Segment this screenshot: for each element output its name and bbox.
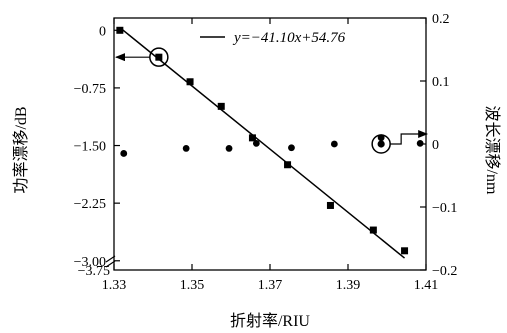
power-point <box>369 226 377 234</box>
annotation-dot <box>377 140 385 148</box>
power-point <box>155 53 163 61</box>
right-y-axis: 0.2 0.1 0 −0.1 −0.2 <box>420 12 457 279</box>
power-point <box>326 201 334 209</box>
y-right-tick-label: 0.2 <box>432 12 450 27</box>
x-tick-label: 1.37 <box>258 278 283 293</box>
wavelength-point <box>252 139 260 147</box>
x-tick-label: 1.41 <box>414 278 439 293</box>
wavelength-point <box>120 150 128 157</box>
x-tick-label: 1.39 <box>336 278 361 293</box>
wavelength-point <box>377 134 385 142</box>
y-left-break-label: −3.75 <box>78 264 110 279</box>
y-left-tick-label: −3.00 <box>74 255 106 270</box>
power-point <box>284 161 292 169</box>
left-y-axis: 0 −0.75 −1.50 −2.25 −3.00 <box>74 24 120 270</box>
annotations-layer <box>115 47 429 154</box>
x-axis-title: 折射率/RIU <box>230 312 310 330</box>
left-y-axis-title: 功率漂移/dB <box>12 106 30 193</box>
fit-line <box>119 26 406 259</box>
y-left-tick-label: 0 <box>99 24 106 39</box>
power-point <box>217 102 225 110</box>
x-axis: 1.33 1.35 1.37 1.39 1.41 <box>102 18 439 293</box>
legend: y=−41.10x+54.76 <box>200 30 346 46</box>
legend-label: y=−41.10x+54.76 <box>232 30 346 46</box>
y-left-tick-label: −2.25 <box>74 197 106 212</box>
fit-line-layer <box>119 26 406 259</box>
axis-break <box>105 255 116 268</box>
x-tick-label: 1.35 <box>180 278 205 293</box>
power-point <box>248 134 256 142</box>
y-left-tick-label: −0.75 <box>74 82 106 97</box>
wavelength-point <box>225 145 233 152</box>
right-y-axis-title: 波长漂移/nm <box>483 106 501 195</box>
y-right-tick-label: 0 <box>432 138 439 153</box>
power-point <box>401 247 409 255</box>
annotation-arrow-right <box>390 130 429 145</box>
y-left-tick-label: −1.50 <box>74 140 106 155</box>
wavelength-point <box>288 144 295 152</box>
wavelength-point <box>330 140 338 148</box>
power-point <box>116 26 124 34</box>
y-right-tick-label: −0.2 <box>432 264 457 279</box>
y-right-tick-label: 0.1 <box>432 75 450 90</box>
wavelength-point <box>416 139 424 147</box>
y-right-tick-label: −0.1 <box>432 201 457 216</box>
data-marks <box>116 26 424 255</box>
x-tick-label: 1.33 <box>102 278 127 293</box>
wavelength-point <box>182 145 190 152</box>
power-point <box>186 78 194 86</box>
